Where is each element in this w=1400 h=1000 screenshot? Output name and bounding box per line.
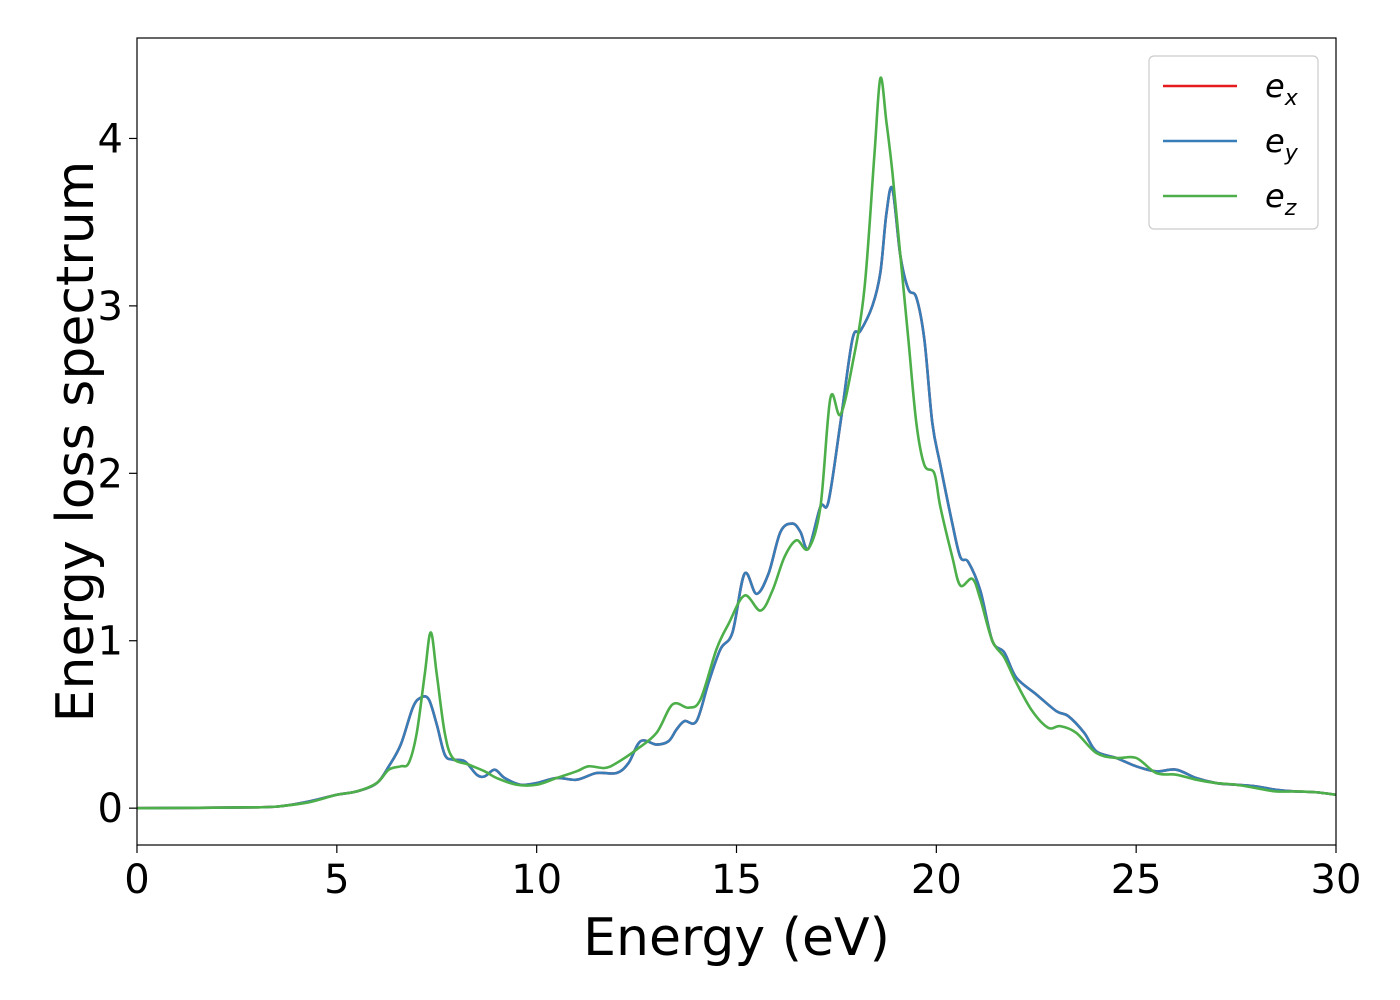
legend: ex ey ez — [1148, 55, 1319, 230]
x-tick-label: 10 — [511, 857, 562, 903]
x-tick-label: 30 — [1311, 857, 1362, 903]
x-tick-label: 20 — [911, 857, 962, 903]
series-line-z — [136, 76, 1337, 810]
y-axis-label: Energy loss spectrum — [46, 161, 106, 723]
legend-box — [1148, 55, 1319, 230]
legend-label-x: ex — [1265, 67, 1299, 111]
legend-label-y: ey — [1265, 122, 1299, 166]
y-tick-label: 4 — [98, 116, 123, 162]
legend-label-z: ez — [1265, 177, 1297, 221]
y-axis: 0 1 2 3 4 — [98, 116, 137, 832]
x-axis-label: Energy (eV) — [583, 908, 890, 968]
x-tick-label: 15 — [711, 857, 762, 903]
series-line-x — [136, 185, 1337, 810]
y-tick-label: 3 — [98, 284, 123, 330]
series-layer — [136, 76, 1337, 810]
x-tick-label: 0 — [124, 857, 149, 903]
y-tick-label: 2 — [98, 451, 123, 497]
series-line-y — [136, 185, 1337, 810]
y-tick-label: 1 — [98, 619, 123, 665]
y-tick-label: 0 — [98, 786, 123, 832]
x-tick-label: 5 — [324, 857, 349, 903]
x-axis: 0 5 10 15 20 25 30 — [124, 845, 1361, 903]
x-tick-label: 25 — [1111, 857, 1162, 903]
